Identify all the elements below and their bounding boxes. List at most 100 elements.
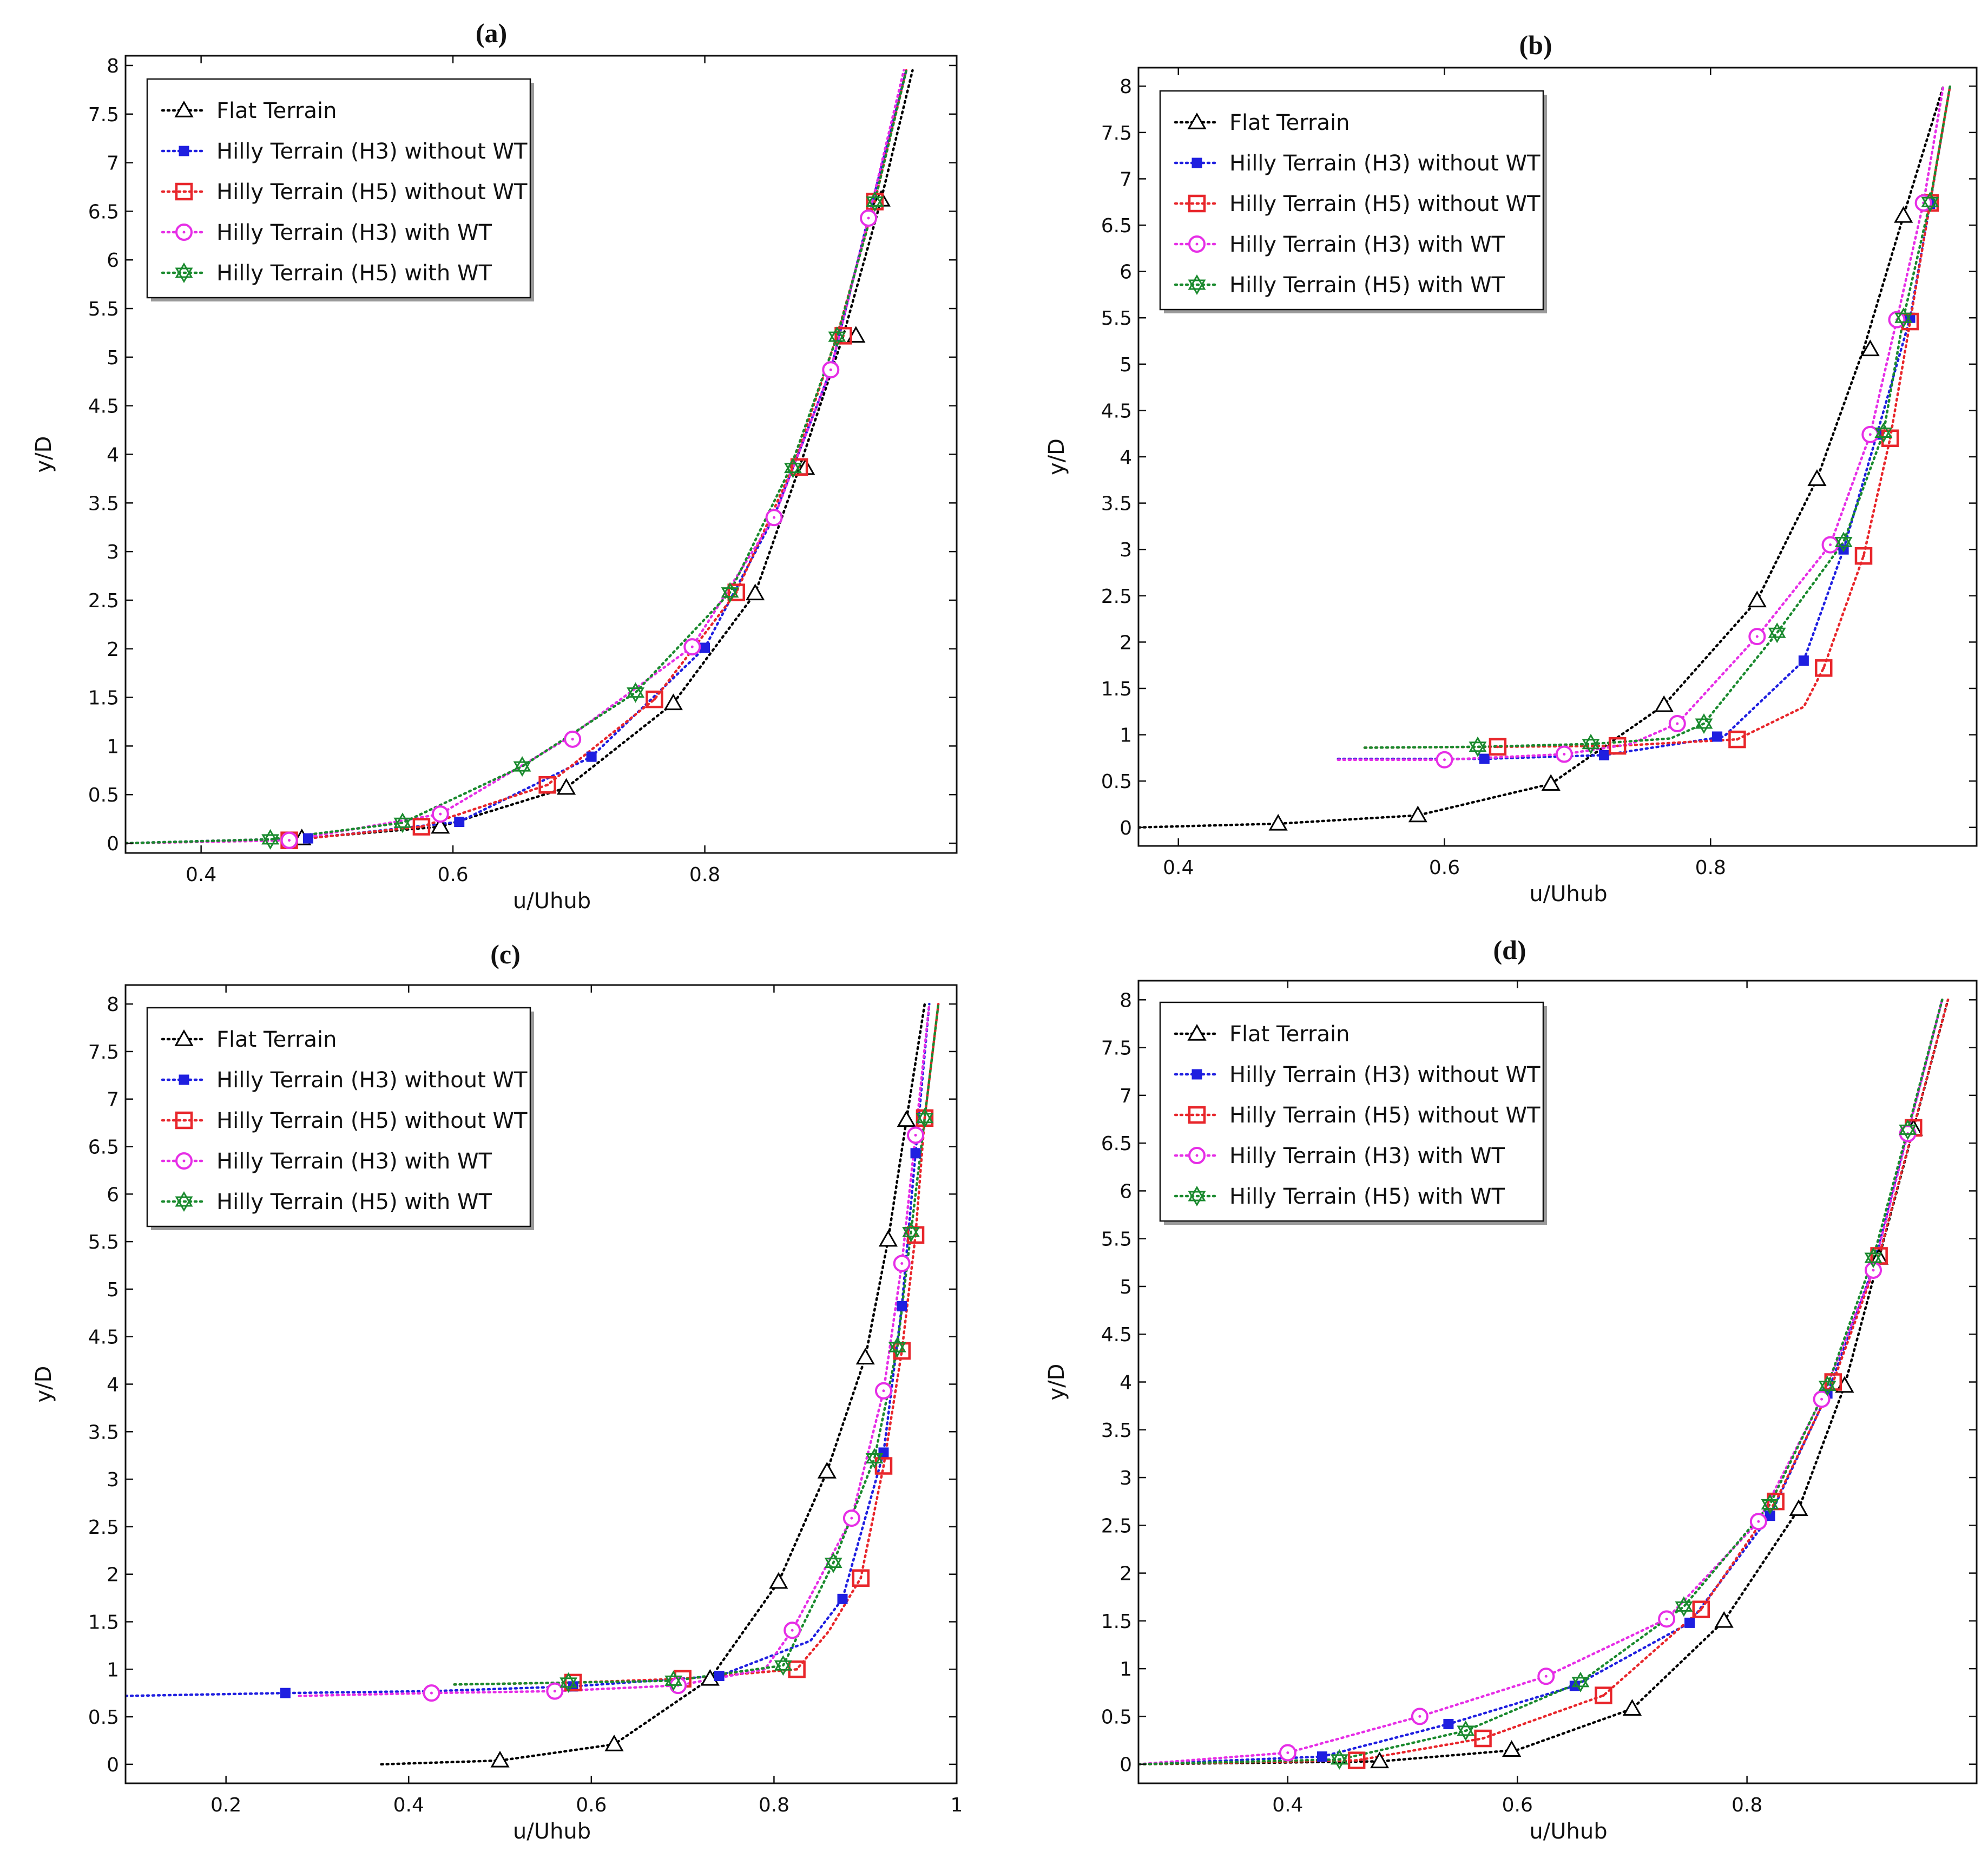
data-point-h5wt-5 — [1874, 422, 1893, 443]
data-point-h5-2 — [1595, 1686, 1612, 1704]
data-point-h5-1 — [412, 818, 431, 836]
data-point-h3wt-6 — [860, 209, 878, 227]
x-tick-label: 0.4 — [1272, 1794, 1303, 1816]
data-point-h5wt-1 — [393, 812, 412, 833]
series-line-h3wt — [126, 69, 905, 845]
data-point-h5-3 — [852, 1569, 870, 1587]
legend-label: Flat Terrain — [216, 1027, 337, 1052]
x-tick-label: 0.8 — [759, 1794, 789, 1816]
x-axis-label: u/Uhub — [513, 889, 591, 914]
x-tick-label: 0.6 — [437, 864, 468, 886]
data-point-flat-3 — [1654, 695, 1674, 712]
legend-label: Flat Terrain — [216, 99, 337, 123]
data-point-h3wt-1 — [546, 1682, 564, 1700]
data-point-h3-0 — [1317, 1751, 1328, 1762]
data-point-h5-1 — [1474, 1729, 1492, 1748]
y-tick-label: 4.5 — [88, 1327, 119, 1349]
data-point-h3-1 — [454, 817, 465, 828]
legend-item-flat: Flat Terrain — [161, 99, 337, 123]
legend-marker-h3 — [1192, 157, 1202, 168]
data-point-h3-1 — [1599, 750, 1610, 760]
y-tick-label: 5.5 — [1101, 307, 1132, 330]
data-point-h3wt-0 — [280, 831, 298, 849]
y-tick-label: 7.5 — [88, 104, 119, 126]
legend-marker-h3 — [179, 1074, 189, 1085]
y-tick-label: 7 — [1120, 1085, 1132, 1107]
chart-panel-2: (c) 0 0.5 1 1.5 2 2.5 3 3.5 4 4.5 5 5.5 6 6.5 7 7.5 8 0.2 0… — [31, 939, 963, 1844]
legend-marker-h5 — [1188, 194, 1206, 213]
plot-area — [126, 1002, 940, 1768]
y-tick-label: 0 — [107, 1754, 119, 1776]
x-tick-label: 0.8 — [1732, 1794, 1762, 1816]
y-tick-label: 0 — [1120, 817, 1132, 839]
legend-label: Hilly Terrain (H5) without WT — [216, 180, 528, 205]
y-tick-label: 2.5 — [88, 590, 119, 612]
data-point-h3wt-5 — [874, 1382, 892, 1400]
legend-box — [146, 1007, 531, 1227]
data-point-h5wt-3 — [627, 682, 645, 703]
data-point-h5-2 — [538, 776, 556, 794]
legend-item-h3: Hilly Terrain (H3) without WT — [161, 1068, 528, 1093]
y-tick-label: 1 — [107, 1659, 119, 1681]
data-point-h3wt-0 — [1436, 751, 1453, 769]
y-tick-label: 6 — [1120, 261, 1132, 284]
data-point-h3-0 — [1479, 753, 1490, 764]
legend: Flat Terrain Hilly Terrain (H3) without W… — [146, 78, 534, 301]
data-point-h5wt-5 — [888, 1336, 906, 1358]
legend: Flat Terrain Hilly Terrain (H3) without W… — [146, 1007, 534, 1230]
legend-marker-h5 — [175, 182, 193, 201]
data-point-h3-2 — [586, 751, 597, 762]
data-point-h3wt-3 — [784, 1621, 801, 1639]
data-point-h3-7 — [910, 1148, 921, 1159]
data-point-h3wt-6 — [893, 1255, 911, 1272]
y-tick-label: 2 — [1120, 632, 1132, 654]
legend-marker-h5 — [175, 1111, 193, 1130]
data-point-h5wt-6 — [1894, 307, 1913, 329]
legend-label: Hilly Terrain (H5) with WT — [1229, 1184, 1505, 1209]
y-tick-label: 3 — [107, 1469, 119, 1491]
data-point-h3wt-1 — [1555, 745, 1573, 763]
legend-label: Hilly Terrain (H3) with WT — [1229, 232, 1505, 257]
legend-marker-h5wt — [175, 262, 193, 283]
y-tick-label: 5 — [107, 347, 119, 369]
data-point-h5wt-2 — [1571, 1671, 1590, 1692]
y-tick-label: 0.5 — [88, 1706, 119, 1729]
legend-item-h3wt: Hilly Terrain (H3) with WT — [1174, 1144, 1505, 1168]
plot-area — [1138, 84, 1952, 831]
data-point-h3-3 — [714, 1671, 725, 1682]
y-tick-label: 3 — [1120, 539, 1132, 561]
legend-label: Hilly Terrain (H5) without WT — [1229, 192, 1541, 216]
chart-title: (c) — [490, 939, 521, 969]
data-point-h5-3 — [1814, 659, 1833, 677]
y-tick-label: 2.5 — [1101, 586, 1132, 608]
y-tick-label: 5 — [1120, 1276, 1132, 1298]
series-line-flat — [1138, 84, 1945, 829]
legend: Flat Terrain Hilly Terrain (H3) without W… — [1159, 90, 1547, 313]
chart-panel-0: (a) 0 0.5 1 1.5 2 2.5 3 3.5 4 4.5 5 5.5 6 6.5 7 7.5 8 0.4 0… — [31, 18, 958, 914]
y-tick-label: 7 — [107, 153, 119, 175]
legend-item-h3wt: Hilly Terrain (H3) with WT — [161, 1149, 492, 1174]
data-point-h5wt-7 — [1899, 1119, 1917, 1140]
y-tick-label: 2 — [107, 1564, 119, 1586]
y-tick-label: 4.5 — [1101, 1324, 1132, 1346]
chart-panel-3: (d) 0 0.5 1 1.5 2 2.5 3 3.5 4 4.5 5 5.5 6 6.5 7 7.5 8 0.4 0… — [1044, 935, 1978, 1844]
data-point-flat-2 — [1622, 1699, 1642, 1716]
data-point-h5wt-1 — [664, 1670, 683, 1691]
legend-label: Hilly Terrain (H3) with WT — [216, 220, 492, 245]
legend-box — [1159, 90, 1544, 311]
data-point-h5wt-0 — [1469, 736, 1487, 757]
y-tick-label: 6.5 — [88, 1137, 119, 1159]
data-point-h3wt-5 — [822, 361, 840, 379]
data-point-h3-3 — [1798, 655, 1809, 666]
legend-label: Hilly Terrain (H3) without WT — [216, 1068, 528, 1093]
data-point-h5-0 — [1489, 738, 1507, 756]
data-point-h3wt-4 — [1821, 536, 1839, 554]
x-tick-label: 0.6 — [576, 1794, 607, 1816]
data-point-h5wt-4 — [1761, 1494, 1779, 1515]
legend-label: Hilly Terrain (H5) without WT — [216, 1108, 528, 1133]
data-point-flat-6 — [878, 1230, 898, 1247]
y-tick-label: 1.5 — [88, 687, 119, 710]
data-point-flat-1 — [1502, 1740, 1522, 1757]
y-tick-label: 7.5 — [88, 1041, 119, 1063]
